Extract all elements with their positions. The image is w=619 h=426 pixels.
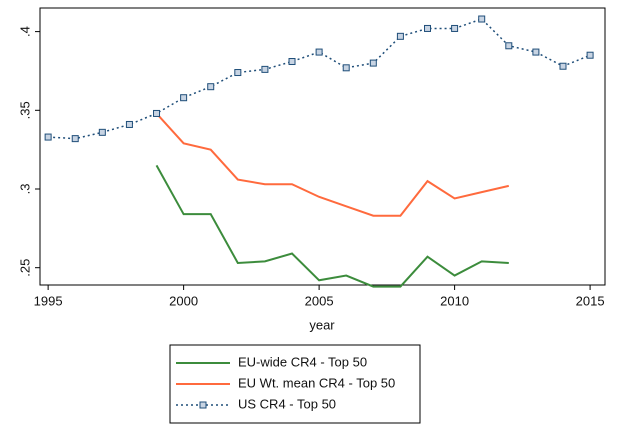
series-marker <box>261 65 269 73</box>
series-marker <box>234 69 242 77</box>
legend-label: US CR4 - Top 50 <box>238 396 336 411</box>
series-marker <box>153 109 161 117</box>
series-marker <box>532 48 540 56</box>
series-marker <box>559 62 567 70</box>
series-marker <box>396 32 404 40</box>
series-marker <box>207 83 215 91</box>
series-marker <box>315 48 323 56</box>
legend-marker <box>199 401 207 409</box>
series-marker <box>125 120 133 128</box>
series-marker <box>478 15 486 23</box>
y-tick-label: .35 <box>17 101 32 119</box>
legend-label: EU Wt. mean CR4 - Top 50 <box>238 375 395 390</box>
y-tick-label: .3 <box>17 184 32 195</box>
series-marker <box>98 128 106 136</box>
plot-frame <box>39 7 606 286</box>
legend-label: EU-wide CR4 - Top 50 <box>238 354 367 369</box>
y-tick-label: .25 <box>17 259 32 277</box>
series-line <box>155 112 510 217</box>
series-marker <box>71 135 79 143</box>
series-marker <box>44 133 52 141</box>
x-tick-label: 2010 <box>440 293 469 308</box>
series-marker <box>369 59 377 67</box>
x-tick-label: 2015 <box>576 293 605 308</box>
series-marker <box>342 64 350 72</box>
y-tick-label: .4 <box>17 26 32 37</box>
series-marker <box>505 42 513 50</box>
series-marker <box>424 24 432 32</box>
x-axis-label: year <box>309 317 335 332</box>
series-marker <box>586 51 594 59</box>
series-marker <box>288 58 296 66</box>
series-line <box>48 18 591 140</box>
series-line <box>155 164 509 288</box>
x-tick-label: 2005 <box>305 293 334 308</box>
legend-box <box>169 344 421 424</box>
x-tick-label: 1995 <box>34 293 63 308</box>
series-marker <box>180 94 188 102</box>
x-tick-label: 2000 <box>169 293 198 308</box>
series-marker <box>451 24 459 32</box>
